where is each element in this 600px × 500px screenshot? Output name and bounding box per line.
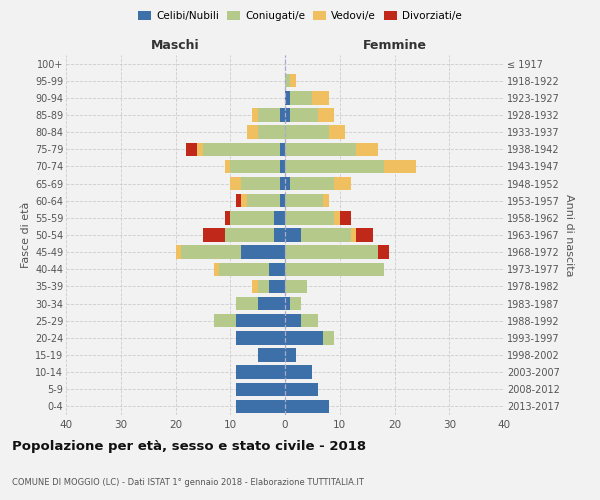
Bar [203,142,280,156]
Bar [285,280,307,293]
Text: COMUNE DI MOGGIO (LC) - Dati ISTAT 1° gennaio 2018 - Elaborazione TUTTITALIA.IT: COMUNE DI MOGGIO (LC) - Dati ISTAT 1° ge… [12,478,364,487]
Bar [280,142,285,156]
Bar [290,297,301,310]
Bar [340,211,350,224]
Bar [285,160,383,173]
Y-axis label: Fasce di età: Fasce di età [20,202,31,268]
Bar [236,366,285,379]
Bar [247,126,257,139]
Bar [236,314,285,328]
Bar [230,160,280,173]
Bar [285,194,323,207]
Bar [301,228,351,241]
Bar [241,194,247,207]
Bar [225,160,230,173]
Bar [230,211,274,224]
Text: Maschi: Maschi [151,38,200,52]
Bar [285,91,290,104]
Bar [247,194,280,207]
Bar [334,177,351,190]
Bar [236,382,285,396]
Bar [285,314,301,328]
Bar [241,246,285,259]
Bar [280,160,285,173]
Bar [323,331,334,344]
Bar [274,211,285,224]
Bar [197,142,203,156]
Bar [285,348,296,362]
Bar [285,382,318,396]
Bar [329,126,345,139]
Bar [225,211,230,224]
Bar [301,314,318,328]
Bar [236,194,241,207]
Bar [285,262,383,276]
Bar [214,314,236,328]
Bar [285,366,313,379]
Bar [285,108,290,122]
Bar [334,211,340,224]
Bar [175,246,181,259]
Bar [285,246,378,259]
Bar [257,126,285,139]
Bar [285,228,301,241]
Bar [241,177,280,190]
Bar [252,108,257,122]
Bar [318,108,334,122]
Bar [236,297,257,310]
Bar [290,177,334,190]
Bar [285,177,290,190]
Bar [285,297,290,310]
Legend: Celibi/Nubili, Coniugati/e, Vedovi/e, Divorziati/e: Celibi/Nubili, Coniugati/e, Vedovi/e, Di… [135,8,465,24]
Bar [378,246,389,259]
Bar [313,91,329,104]
Bar [383,160,416,173]
Y-axis label: Anni di nascita: Anni di nascita [564,194,574,276]
Bar [269,280,285,293]
Bar [356,142,378,156]
Bar [257,297,285,310]
Bar [285,331,323,344]
Bar [236,331,285,344]
Bar [323,194,329,207]
Bar [285,126,329,139]
Bar [290,108,318,122]
Bar [290,91,313,104]
Bar [225,228,274,241]
Bar [214,262,220,276]
Bar [230,177,241,190]
Bar [203,228,225,241]
Bar [187,142,197,156]
Bar [285,400,329,413]
Bar [257,348,285,362]
Bar [257,108,280,122]
Text: Popolazione per età, sesso e stato civile - 2018: Popolazione per età, sesso e stato civil… [12,440,366,453]
Bar [181,246,241,259]
Bar [257,280,269,293]
Bar [285,74,290,88]
Bar [252,280,257,293]
Bar [280,194,285,207]
Bar [280,177,285,190]
Bar [290,74,296,88]
Bar [285,211,334,224]
Bar [220,262,269,276]
Bar [269,262,285,276]
Bar [280,108,285,122]
Text: Femmine: Femmine [362,38,427,52]
Bar [356,228,373,241]
Bar [351,228,356,241]
Bar [285,142,356,156]
Bar [236,400,285,413]
Bar [274,228,285,241]
